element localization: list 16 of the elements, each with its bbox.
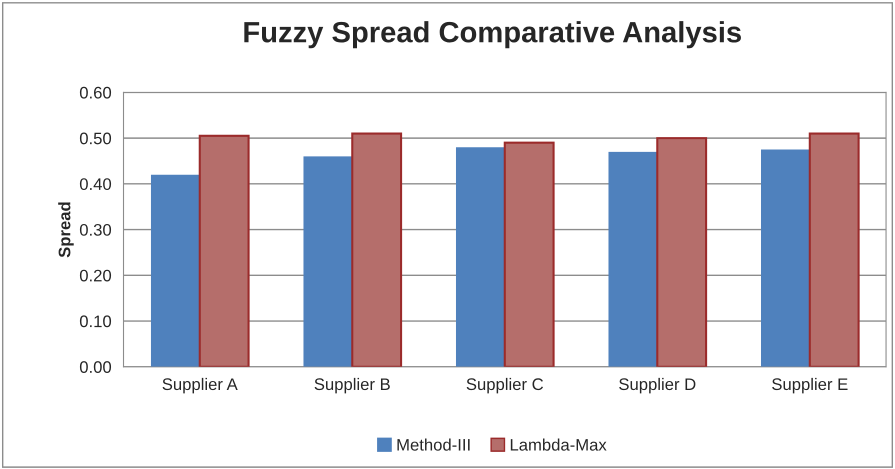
x-tick-label: Supplier B [314,378,390,394]
y-tick-label: 0.60 [80,86,112,99]
y-tick-label: 0.50 [80,132,112,144]
x-tick-label: Supplier A [162,378,238,394]
x-tick-label: Supplier C [466,378,544,394]
y-tick-label: 0.30 [80,224,112,236]
chart-title: Fuzzy Spread Comparative Analysis [244,21,741,48]
x-tick-label: Supplier E [772,378,848,394]
y-tick-label: 0.10 [80,315,112,328]
y-tick-label: 0.40 [80,178,112,190]
legend-label: Method-III [397,438,470,451]
x-tick-label: Supplier D [619,378,696,394]
legend-label: Lambda-Max [510,438,607,451]
y-tick-label: 0.00 [80,361,112,373]
y-axis-title: Spread [58,202,74,258]
y-tick-label: 0.20 [80,270,112,282]
